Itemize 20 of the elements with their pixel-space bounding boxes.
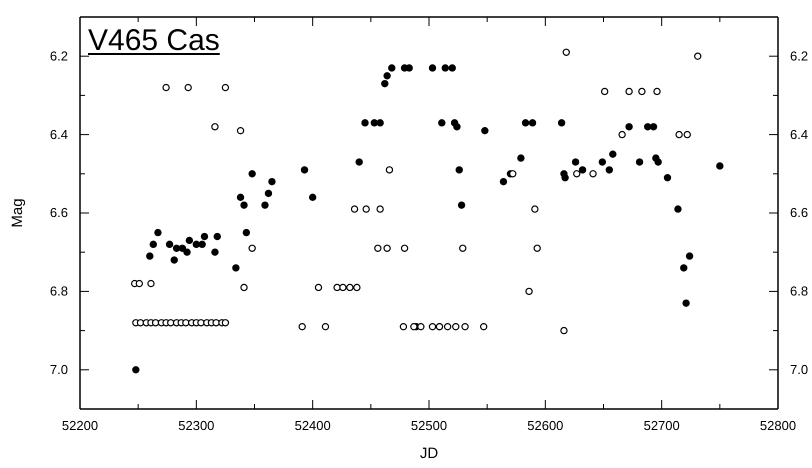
x-tick-label: 52700 <box>644 418 680 434</box>
y-tick-label: 6.4 <box>50 126 68 142</box>
y-tick-label: 6.6 <box>50 205 68 220</box>
y2-tick-label: 6.4 <box>790 126 808 142</box>
x-axis-title: JD <box>420 445 438 462</box>
x-tick-label: 52600 <box>527 418 564 434</box>
y2-tick-label: 7.0 <box>790 362 808 377</box>
y2-tick-label: 6.6 <box>790 205 808 220</box>
y-tick-label: 6.8 <box>50 284 68 299</box>
x-tick-label: 52800 <box>760 418 796 434</box>
y-tick-label: 6.2 <box>50 48 68 64</box>
x-tick-label: 52400 <box>294 418 331 434</box>
x-tick-label: 52200 <box>62 418 98 434</box>
y-tick-label: 7.0 <box>50 362 68 377</box>
x-tick-label: 52500 <box>410 418 448 434</box>
chart-title: V465 Cas <box>88 24 220 57</box>
x-tick-label: 52300 <box>178 418 214 434</box>
y2-tick-label: 6.8 <box>790 284 808 299</box>
y2-tick-label: 6.2 <box>790 48 808 64</box>
y-axis-title: Mag <box>9 198 26 228</box>
